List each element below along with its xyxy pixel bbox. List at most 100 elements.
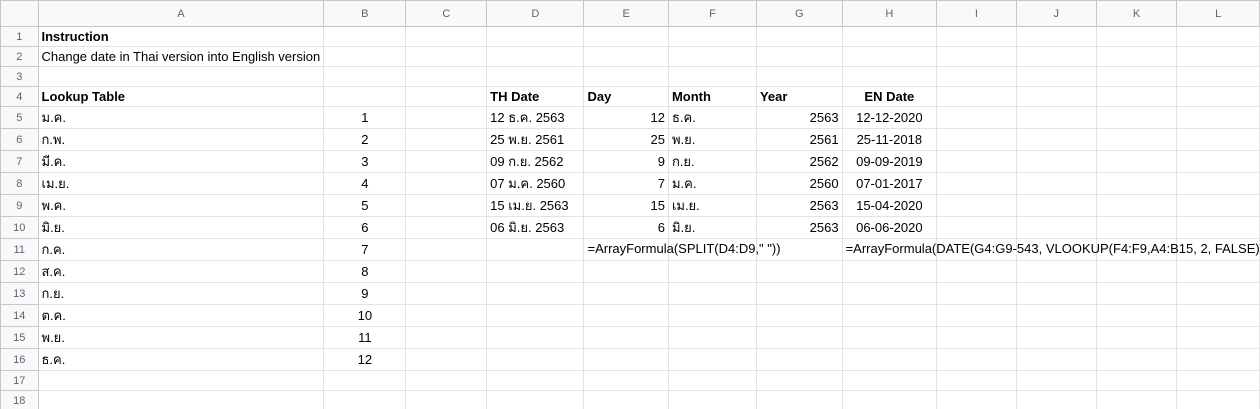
cell-e[interactable] bbox=[583, 282, 669, 305]
cell-b[interactable]: 12 bbox=[323, 348, 407, 371]
cell-j[interactable] bbox=[1015, 86, 1097, 107]
cell-g[interactable] bbox=[755, 46, 843, 67]
cell-b[interactable] bbox=[323, 26, 407, 47]
cell-c[interactable] bbox=[405, 194, 488, 217]
cell-c[interactable] bbox=[405, 260, 488, 283]
cell-i[interactable] bbox=[936, 86, 1017, 107]
cell-i[interactable] bbox=[936, 260, 1017, 283]
row-header[interactable]: 10 bbox=[0, 216, 39, 239]
cell-h[interactable]: EN Date bbox=[841, 86, 938, 107]
cell-k[interactable] bbox=[1095, 66, 1178, 87]
cell-j[interactable] bbox=[1015, 282, 1097, 305]
cell-b[interactable] bbox=[323, 390, 407, 409]
cell-a[interactable]: Change date in Thai version into English… bbox=[37, 46, 325, 67]
cell-g[interactable] bbox=[755, 66, 843, 87]
cell-i[interactable] bbox=[936, 216, 1017, 239]
cell-b[interactable]: 3 bbox=[323, 150, 407, 173]
cell-l[interactable] bbox=[1176, 260, 1260, 283]
cell-i[interactable] bbox=[936, 26, 1017, 47]
cell-e[interactable] bbox=[583, 26, 669, 47]
cell-d[interactable]: 15 เม.ย. 2563 bbox=[486, 194, 585, 217]
cell-e[interactable]: =ArrayFormula(SPLIT(D4:D9," ")) bbox=[583, 238, 781, 261]
row-header[interactable]: 5 bbox=[0, 106, 39, 129]
cell-g[interactable]: Year bbox=[755, 86, 843, 107]
cell-h[interactable] bbox=[841, 304, 938, 327]
cell-b[interactable]: 2 bbox=[323, 128, 407, 151]
row-header[interactable]: 4 bbox=[0, 86, 39, 107]
cell-l[interactable] bbox=[1176, 348, 1260, 371]
cell-g[interactable] bbox=[755, 260, 843, 283]
cell-f[interactable] bbox=[667, 348, 757, 371]
cell-i[interactable] bbox=[936, 172, 1017, 195]
cell-j[interactable] bbox=[1015, 348, 1097, 371]
cell-h[interactable] bbox=[841, 326, 938, 349]
cell-k[interactable] bbox=[1095, 26, 1178, 47]
cell-c[interactable] bbox=[405, 304, 488, 327]
cell-b[interactable]: 7 bbox=[323, 238, 407, 261]
cell-c[interactable] bbox=[405, 390, 488, 409]
cell-f[interactable]: เม.ย. bbox=[667, 194, 757, 217]
cell-e[interactable] bbox=[583, 390, 669, 409]
cell-k[interactable] bbox=[1095, 172, 1178, 195]
cell-j[interactable] bbox=[1015, 370, 1097, 391]
cell-f[interactable]: ม.ค. bbox=[667, 172, 757, 195]
cell-j[interactable] bbox=[1015, 46, 1097, 67]
cell-l[interactable] bbox=[1176, 86, 1260, 107]
cell-f[interactable] bbox=[667, 46, 757, 67]
cell-d[interactable] bbox=[486, 282, 585, 305]
cell-l[interactable] bbox=[1176, 46, 1260, 67]
cell-c[interactable] bbox=[405, 26, 488, 47]
cell-i[interactable] bbox=[936, 66, 1017, 87]
cell-e[interactable]: 9 bbox=[583, 150, 669, 173]
cell-d[interactable] bbox=[486, 238, 585, 261]
cell-k[interactable] bbox=[1095, 86, 1178, 107]
cell-l[interactable] bbox=[1176, 326, 1260, 349]
cell-d[interactable]: 25 พ.ย. 2561 bbox=[486, 128, 585, 151]
cell-d[interactable] bbox=[486, 390, 585, 409]
column-header-l[interactable]: L bbox=[1176, 0, 1260, 27]
cell-f[interactable] bbox=[667, 282, 757, 305]
cell-b[interactable]: 10 bbox=[323, 304, 407, 327]
cell-e[interactable] bbox=[583, 66, 669, 87]
cell-a[interactable]: ต.ค. bbox=[37, 304, 325, 327]
cell-k[interactable] bbox=[1095, 390, 1178, 409]
cell-a[interactable]: ธ.ค. bbox=[37, 348, 325, 371]
cell-l[interactable] bbox=[1176, 66, 1260, 87]
cell-d[interactable] bbox=[486, 66, 585, 87]
cell-b[interactable]: 11 bbox=[323, 326, 407, 349]
row-header[interactable]: 2 bbox=[0, 46, 39, 67]
cell-d[interactable] bbox=[486, 26, 585, 47]
cell-d[interactable]: 06 มิ.ย. 2563 bbox=[486, 216, 585, 239]
cell-i[interactable] bbox=[936, 348, 1017, 371]
cell-i[interactable] bbox=[936, 106, 1017, 129]
cell-h[interactable]: 15-04-2020 bbox=[841, 194, 938, 217]
cell-g[interactable]: 2562 bbox=[755, 150, 843, 173]
cell-c[interactable] bbox=[405, 238, 488, 261]
cell-f[interactable] bbox=[667, 370, 757, 391]
cell-h[interactable] bbox=[841, 260, 938, 283]
cell-k[interactable] bbox=[1095, 106, 1178, 129]
cell-c[interactable] bbox=[405, 282, 488, 305]
cell-h[interactable]: 12-12-2020 bbox=[841, 106, 938, 129]
cell-i[interactable] bbox=[936, 150, 1017, 173]
cell-i[interactable] bbox=[936, 370, 1017, 391]
cell-k[interactable] bbox=[1095, 216, 1178, 239]
column-header-c[interactable]: C bbox=[405, 0, 488, 27]
cell-g[interactable] bbox=[755, 26, 843, 47]
cell-l[interactable] bbox=[1176, 150, 1260, 173]
cell-a[interactable]: Lookup Table bbox=[37, 86, 325, 107]
row-header[interactable]: 16 bbox=[0, 348, 39, 371]
select-all-corner[interactable] bbox=[0, 0, 39, 27]
cell-f[interactable] bbox=[667, 66, 757, 87]
cell-e[interactable]: Day bbox=[583, 86, 669, 107]
cell-l[interactable] bbox=[1176, 128, 1260, 151]
cell-i[interactable] bbox=[936, 46, 1017, 67]
cell-b[interactable] bbox=[323, 46, 407, 67]
cell-a[interactable]: ก.ค. bbox=[37, 238, 325, 261]
cell-l[interactable] bbox=[1176, 106, 1260, 129]
cell-c[interactable] bbox=[405, 326, 488, 349]
cell-i[interactable] bbox=[936, 326, 1017, 349]
cell-b[interactable]: 8 bbox=[323, 260, 407, 283]
cell-e[interactable]: 12 bbox=[583, 106, 669, 129]
cell-a[interactable]: ก.ย. bbox=[37, 282, 325, 305]
